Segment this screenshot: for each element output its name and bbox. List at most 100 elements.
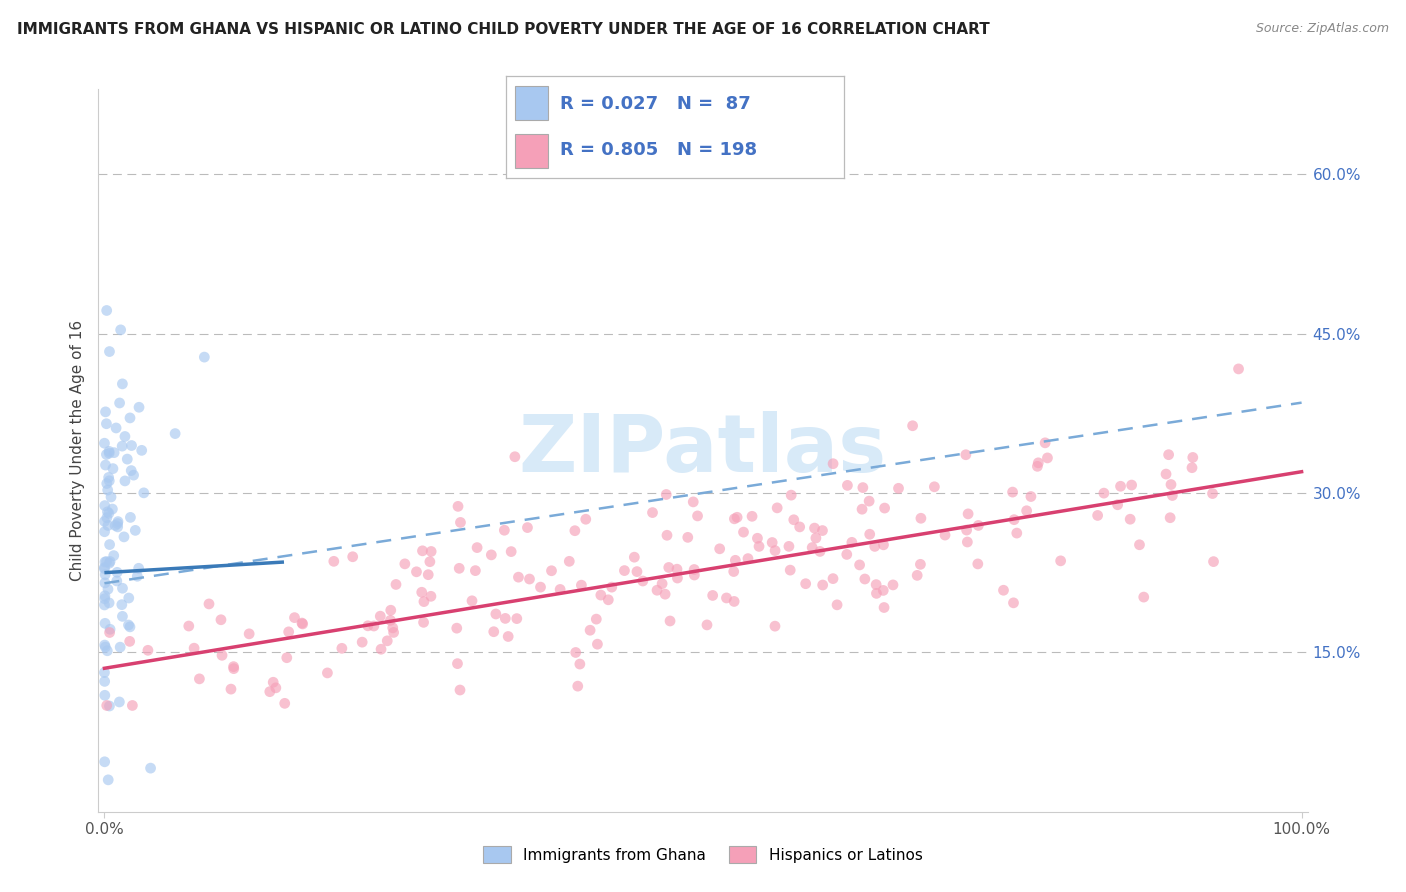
Point bbox=[128, 401, 150, 415]
Point bbox=[1161, 488, 1184, 502]
Point bbox=[658, 560, 681, 574]
Point bbox=[910, 511, 932, 525]
Point bbox=[579, 624, 602, 638]
Point bbox=[825, 598, 848, 612]
Point bbox=[93, 638, 115, 652]
Y-axis label: Child Poverty Under the Age of 16: Child Poverty Under the Age of 16 bbox=[69, 320, 84, 581]
Point bbox=[723, 565, 745, 579]
Point bbox=[696, 618, 718, 632]
Point bbox=[100, 490, 122, 504]
Point bbox=[447, 500, 470, 514]
Point bbox=[479, 548, 502, 562]
Point bbox=[1181, 450, 1204, 465]
FancyBboxPatch shape bbox=[515, 135, 548, 168]
Point bbox=[219, 682, 242, 697]
Point bbox=[747, 531, 769, 545]
Point bbox=[910, 558, 932, 572]
Point bbox=[381, 621, 404, 635]
Point bbox=[382, 625, 405, 640]
Text: Source: ZipAtlas.com: Source: ZipAtlas.com bbox=[1256, 22, 1389, 36]
Point bbox=[872, 583, 894, 598]
Point bbox=[380, 603, 402, 617]
Point bbox=[449, 516, 471, 530]
Point bbox=[585, 612, 607, 626]
Point bbox=[98, 444, 121, 458]
Point bbox=[363, 619, 385, 633]
Point bbox=[924, 480, 946, 494]
Point bbox=[967, 518, 990, 533]
Point bbox=[93, 674, 115, 689]
Point bbox=[98, 446, 121, 460]
Point bbox=[98, 596, 121, 610]
Point bbox=[277, 624, 299, 639]
Point bbox=[446, 621, 468, 635]
Point bbox=[733, 525, 755, 540]
Point bbox=[93, 560, 115, 574]
Point bbox=[516, 520, 538, 534]
Point bbox=[651, 576, 673, 591]
Point bbox=[97, 518, 120, 533]
Point bbox=[564, 645, 586, 659]
Point bbox=[835, 548, 858, 562]
Point bbox=[136, 643, 159, 657]
Point bbox=[283, 610, 305, 624]
Point bbox=[586, 637, 609, 651]
Point bbox=[683, 562, 706, 576]
Point bbox=[623, 550, 645, 565]
Point bbox=[837, 478, 859, 492]
Point bbox=[165, 426, 187, 441]
Point bbox=[778, 540, 800, 554]
Point bbox=[683, 568, 706, 582]
Point bbox=[98, 554, 121, 568]
Point bbox=[105, 566, 128, 580]
Point bbox=[98, 344, 121, 359]
Point bbox=[567, 679, 589, 693]
Point bbox=[94, 640, 117, 654]
Point bbox=[97, 772, 120, 787]
Point bbox=[501, 544, 523, 558]
Point bbox=[114, 474, 136, 488]
Point bbox=[420, 544, 443, 558]
Point bbox=[105, 421, 128, 435]
Point bbox=[94, 405, 117, 419]
Point bbox=[1087, 508, 1109, 523]
Point bbox=[1092, 486, 1115, 500]
Point bbox=[503, 450, 526, 464]
Point bbox=[766, 500, 789, 515]
Point bbox=[111, 598, 134, 612]
Point bbox=[94, 589, 117, 603]
Point bbox=[1132, 590, 1154, 604]
Point bbox=[901, 418, 924, 433]
Point bbox=[98, 537, 121, 551]
Point bbox=[93, 755, 115, 769]
Point bbox=[741, 509, 763, 524]
Point bbox=[413, 594, 436, 608]
Text: R = 0.027   N =  87: R = 0.027 N = 87 bbox=[560, 95, 751, 112]
Point bbox=[1181, 460, 1204, 475]
Point bbox=[748, 540, 770, 554]
Point bbox=[93, 598, 115, 612]
Point bbox=[905, 568, 928, 582]
Point bbox=[222, 662, 245, 676]
Point bbox=[725, 510, 748, 524]
Point bbox=[209, 613, 232, 627]
Point bbox=[375, 633, 398, 648]
Point bbox=[763, 543, 786, 558]
Point bbox=[418, 567, 440, 582]
Point bbox=[118, 411, 141, 425]
Point bbox=[98, 474, 121, 488]
Point bbox=[291, 616, 314, 631]
Point bbox=[1036, 450, 1059, 465]
Point bbox=[96, 303, 118, 318]
Point bbox=[955, 448, 977, 462]
Point bbox=[801, 541, 824, 555]
Point bbox=[482, 624, 505, 639]
Point bbox=[558, 554, 581, 568]
Point bbox=[96, 476, 118, 491]
Point bbox=[589, 588, 612, 602]
Point bbox=[118, 634, 141, 648]
Point bbox=[118, 591, 141, 605]
Point bbox=[1128, 538, 1150, 552]
Point bbox=[1033, 435, 1056, 450]
Point bbox=[107, 520, 129, 534]
